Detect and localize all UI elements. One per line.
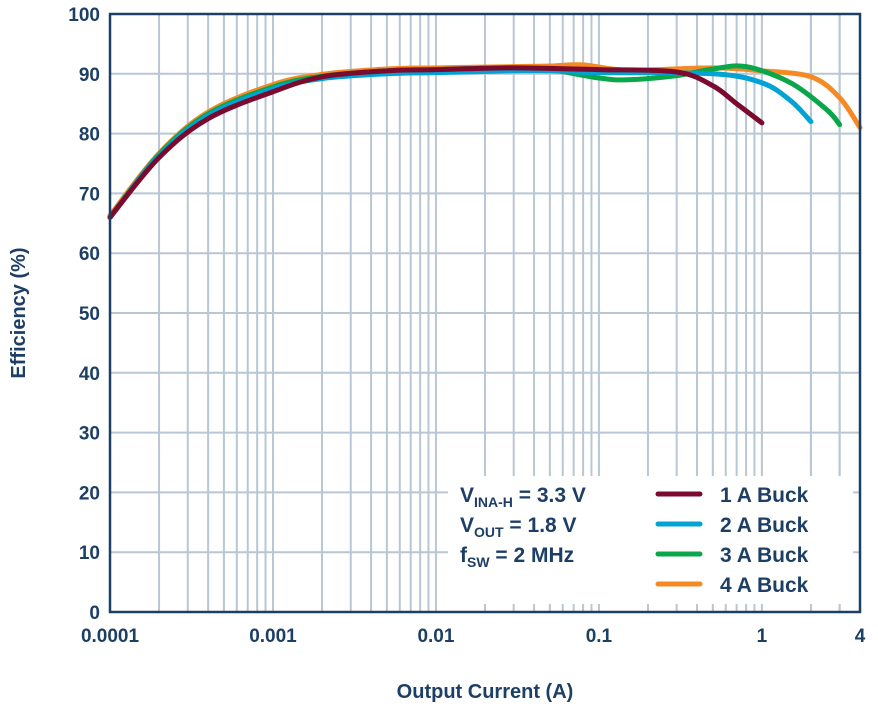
x-tick-label: 0.0001 — [81, 626, 140, 647]
fsw-value: = 2 MHz — [490, 544, 575, 567]
legend-label: 1 A Buck — [720, 484, 809, 507]
x-tick-label: 4 — [855, 626, 866, 647]
svg-text:VOUT = 1.8 V: VOUT = 1.8 V — [460, 514, 577, 540]
x-tick-label: 0.1 — [586, 626, 613, 647]
y-axis-label: Efficiency (%) — [8, 247, 30, 378]
x-tick-label: 1 — [757, 626, 768, 647]
legend-label: 3 A Buck — [720, 544, 809, 567]
vout-main: V — [460, 514, 474, 537]
y-tick-label: 50 — [79, 304, 100, 325]
fsw-sub: SW — [467, 554, 490, 570]
legend: 1 A Buck 2 A Buck 3 A Buck 4 A Buck — [655, 484, 809, 597]
vin-sub: INA-H — [474, 494, 513, 510]
vout-value: = 1.8 V — [504, 514, 577, 537]
vin-main: V — [460, 484, 474, 507]
vin-value: = 3.3 V — [513, 484, 586, 507]
y-tick-label: 30 — [79, 424, 100, 445]
series-line-3-a-buck — [107, 63, 843, 220]
y-tick-label: 60 — [79, 244, 100, 265]
y-tick-label: 90 — [79, 65, 100, 86]
vout-sub: OUT — [474, 524, 504, 540]
x-axis-label: Output Current (A) — [397, 681, 574, 703]
y-tick-label: 70 — [79, 184, 100, 205]
plot-frame — [108, 12, 862, 614]
y-tick-label: 0 — [89, 603, 100, 624]
svg-text:fSW = 2 MHz: fSW = 2 MHz — [460, 544, 574, 570]
y-tick-label: 80 — [79, 125, 100, 146]
y-tick-label: 100 — [68, 5, 100, 26]
svg-text:VINA-H = 3.3 V: VINA-H = 3.3 V — [460, 484, 586, 510]
conditions-annotation: VINA-H = 3.3 V VOUT = 1.8 V fSW = 2 MHz — [448, 476, 853, 604]
y-tick-label: 40 — [79, 364, 100, 385]
series-line-1-a-buck — [107, 65, 765, 220]
series-lines — [107, 62, 863, 220]
x-tick-label: 0.001 — [249, 626, 297, 647]
legend-label: 4 A Buck — [720, 574, 809, 597]
legend-label: 2 A Buck — [720, 514, 809, 537]
series-line-2-a-buck — [107, 68, 814, 220]
y-tick-label: 10 — [79, 543, 100, 564]
fsw-main: f — [460, 544, 468, 567]
y-tick-label: 20 — [79, 483, 100, 504]
tick-labels: 0.0001 0.001 0.01 0.1 1 401020304050607080901… — [68, 5, 865, 647]
x-tick-label: 0.01 — [417, 626, 454, 647]
